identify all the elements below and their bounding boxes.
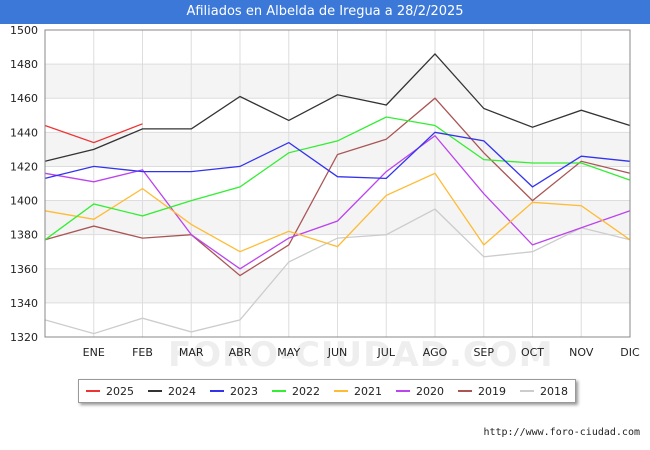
x-tick-label: MAR bbox=[179, 346, 204, 359]
legend-label: 2018 bbox=[540, 384, 568, 398]
y-tick-label: 1480 bbox=[10, 58, 38, 71]
legend-swatch bbox=[334, 390, 348, 392]
x-tick-label: NOV bbox=[569, 346, 594, 359]
series-line-2023 bbox=[44, 131, 631, 188]
legend-label: 2021 bbox=[354, 384, 382, 398]
watermark: FORO-CIUDAD.COM bbox=[168, 335, 554, 375]
series-lines bbox=[44, 52, 631, 335]
plot-frame bbox=[44, 29, 631, 338]
legend-item-2022: 2022 bbox=[272, 385, 320, 398]
x-tick-label: JUL bbox=[377, 346, 396, 359]
x-tick-label: MAY bbox=[277, 346, 300, 359]
legend-item-2020: 2020 bbox=[396, 385, 444, 398]
series-line-2024 bbox=[44, 52, 631, 162]
legend-item-2024: 2024 bbox=[148, 385, 196, 398]
y-tick-label: 1320 bbox=[10, 331, 38, 344]
x-axis-ticks: ENE FEB MAR ABR MAY JUN JUL AGO SEP OCT NOV DIC bbox=[83, 346, 640, 359]
legend-swatch bbox=[396, 390, 410, 392]
legend-label: 2023 bbox=[230, 384, 258, 398]
series-line-2020 bbox=[44, 134, 631, 270]
y-tick-label: 1400 bbox=[10, 195, 38, 208]
legend-swatch bbox=[210, 390, 224, 392]
legend-label: 2024 bbox=[168, 384, 196, 398]
series-line-2018 bbox=[44, 208, 631, 335]
footer-url[interactable]: http://www.foro-ciudad.com bbox=[483, 427, 640, 438]
x-tick-label: OCT bbox=[521, 346, 544, 359]
y-tick-label: 1460 bbox=[10, 92, 38, 105]
legend-swatch bbox=[86, 390, 100, 392]
legend-label: 2022 bbox=[292, 384, 320, 398]
series-line-2025 bbox=[44, 123, 143, 144]
legend: 2025 2024 2023 2022 2021 2020 2019 2018 bbox=[78, 379, 576, 403]
series-line-2022 bbox=[44, 116, 631, 241]
y-tick-label: 1440 bbox=[10, 126, 38, 139]
legend-item-2021: 2021 bbox=[334, 385, 382, 398]
y-tick-label: 1380 bbox=[10, 229, 38, 242]
y-tick-label: 1340 bbox=[10, 297, 38, 310]
legend-label: 2020 bbox=[416, 384, 444, 398]
legend-swatch bbox=[520, 390, 534, 392]
legend-label: 2025 bbox=[106, 384, 134, 398]
legend-swatch bbox=[148, 390, 162, 392]
y-axis-ticks: 1320 1340 1360 1380 1400 1420 1440 1460 1480 1500 bbox=[10, 24, 38, 344]
x-tick-label: ENE bbox=[83, 346, 105, 359]
legend-swatch bbox=[272, 390, 286, 392]
x-tick-label: JUN bbox=[327, 346, 348, 359]
legend-item-2019: 2019 bbox=[458, 385, 506, 398]
x-tick-label: DIC bbox=[620, 346, 640, 359]
y-tick-label: 1360 bbox=[10, 263, 38, 276]
legend-item-2025: 2025 bbox=[86, 385, 134, 398]
y-tick-label: 1500 bbox=[10, 24, 38, 37]
x-tick-label: AGO bbox=[423, 346, 448, 359]
series-line-2021 bbox=[44, 172, 631, 253]
series-line-2019 bbox=[44, 97, 631, 277]
x-tick-label: FEB bbox=[132, 346, 153, 359]
legend-label: 2019 bbox=[478, 384, 506, 398]
legend-item-2018: 2018 bbox=[520, 385, 568, 398]
y-tick-label: 1420 bbox=[10, 160, 38, 173]
line-chart: 1320 1340 1360 1380 1400 1420 1440 1460 1480 1500… bbox=[10, 24, 640, 359]
x-tick-label: ABR bbox=[229, 346, 252, 359]
legend-swatch bbox=[458, 390, 472, 392]
x-tick-label: SEP bbox=[473, 346, 494, 359]
legend-item-2023: 2023 bbox=[210, 385, 258, 398]
chart-title: Afiliados en Albelda de Iregua a 28/2/20… bbox=[0, 0, 650, 24]
